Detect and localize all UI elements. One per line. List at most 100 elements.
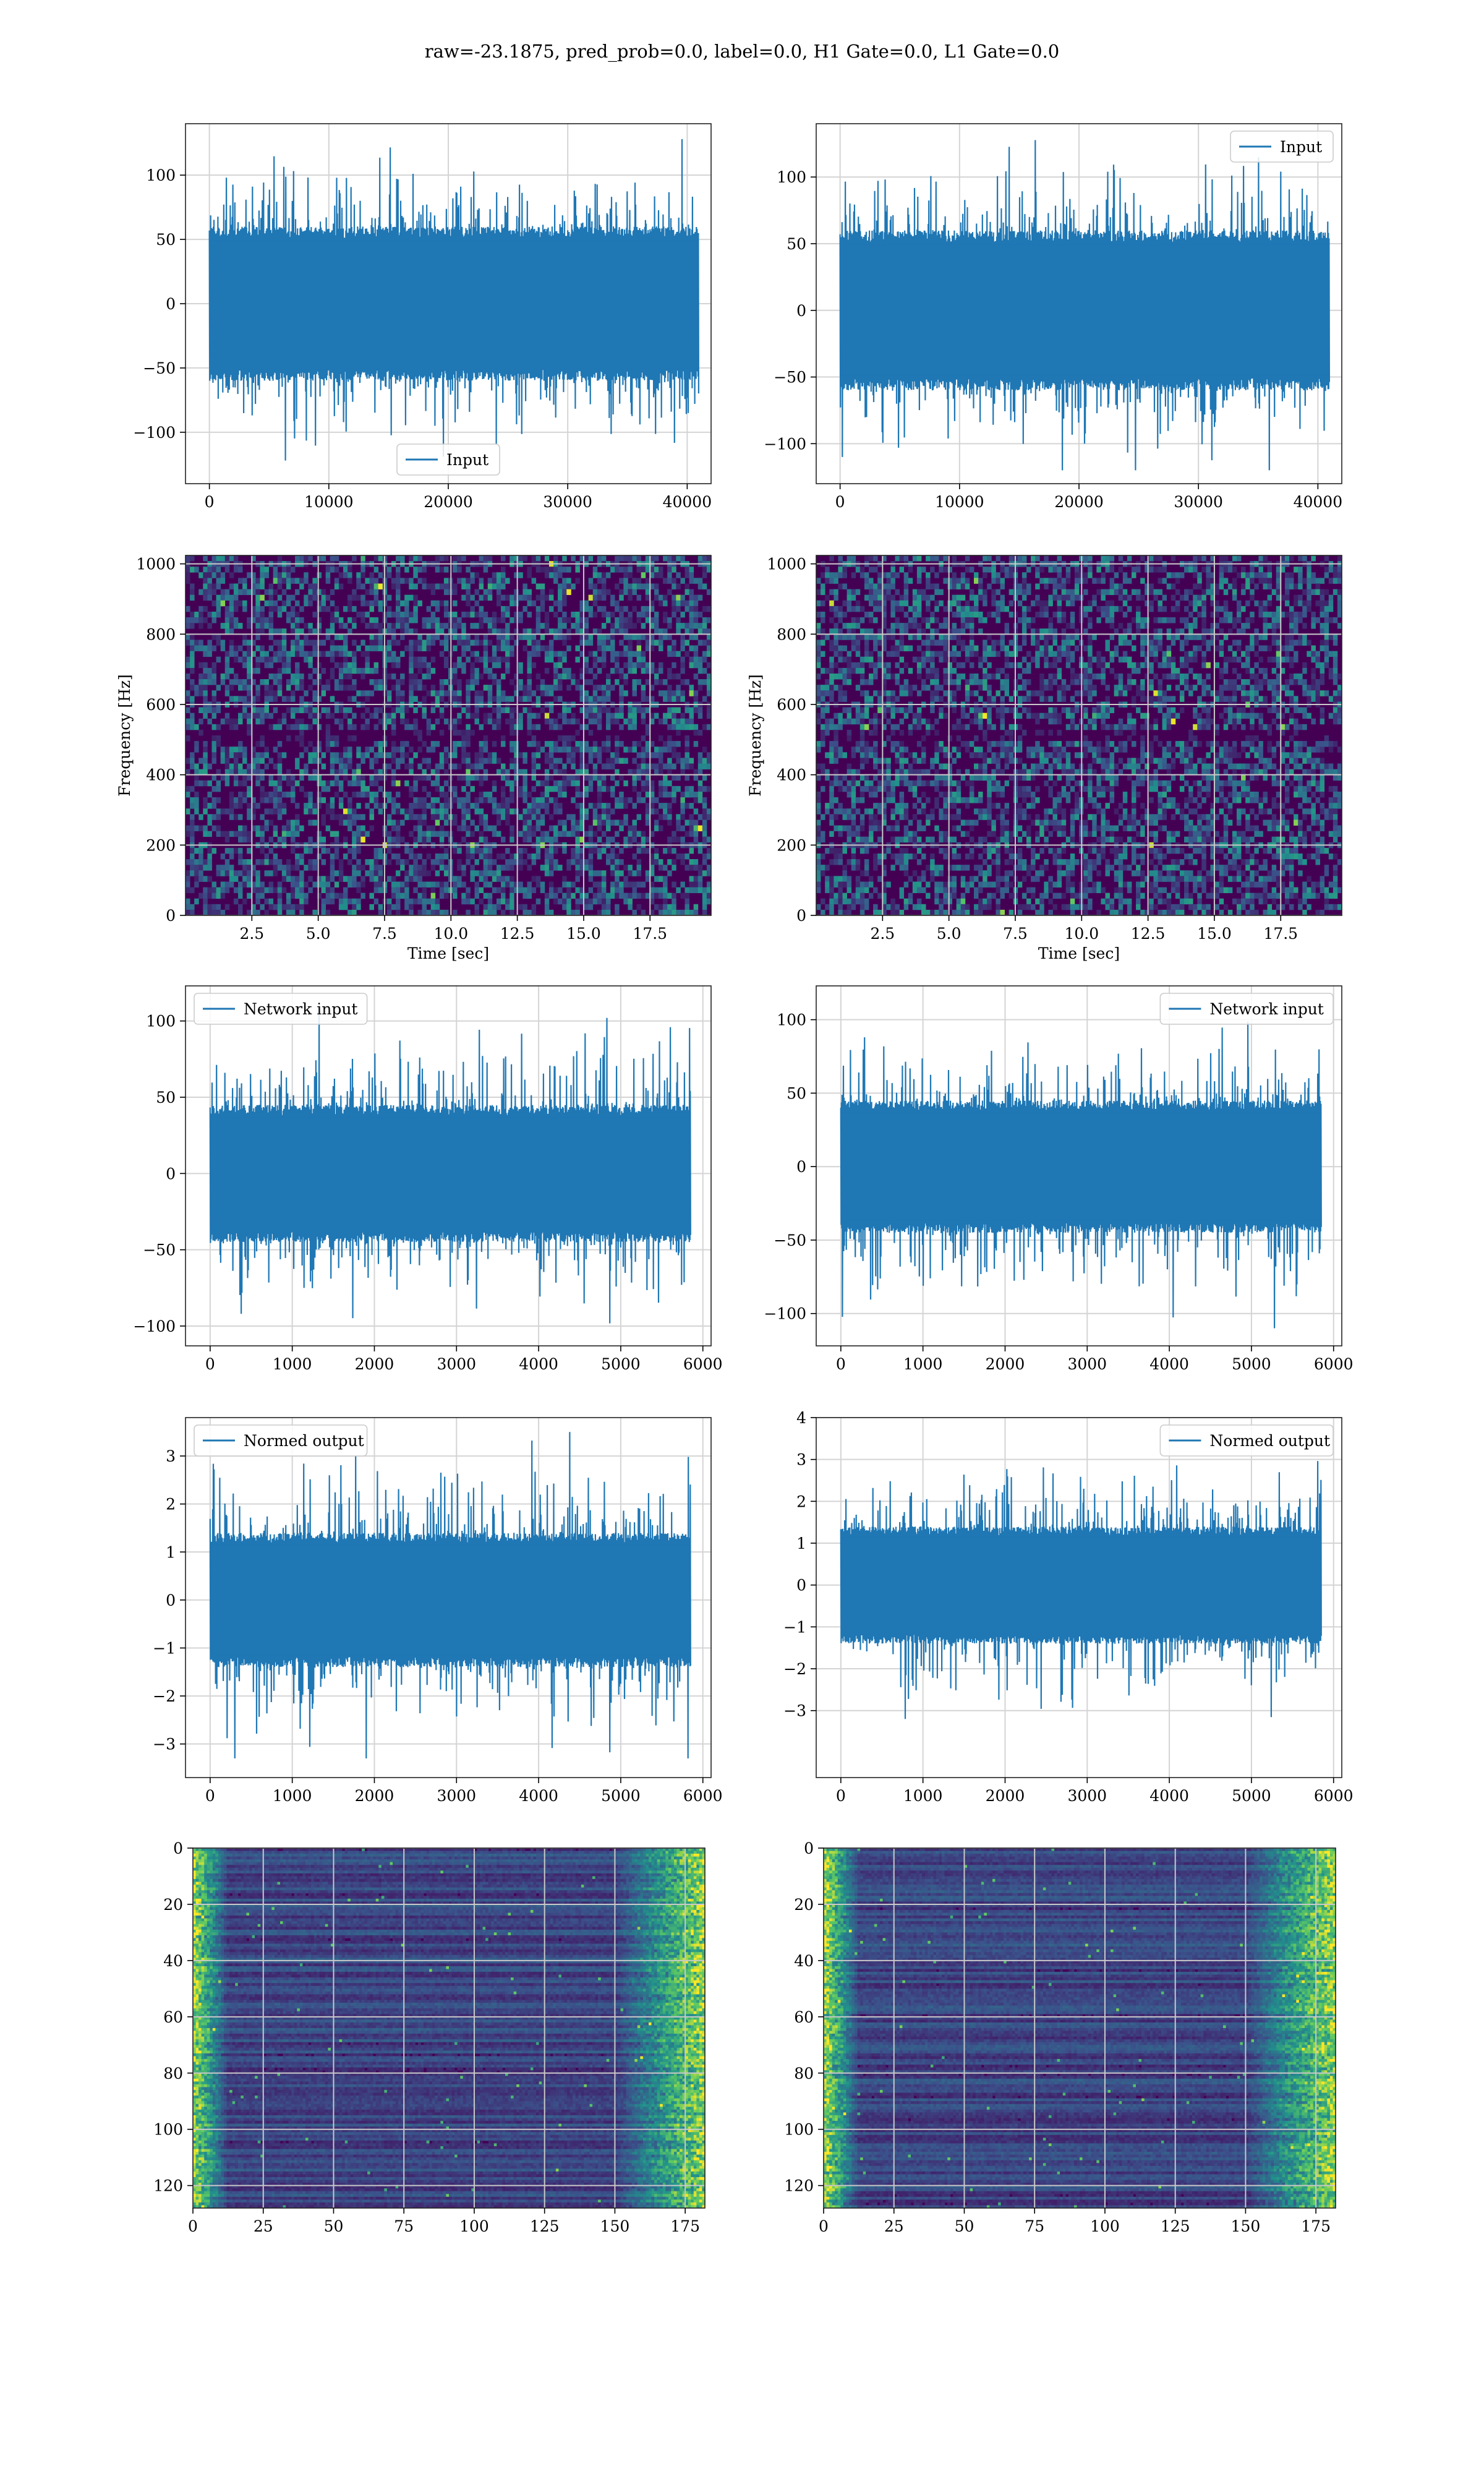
heatmap-cell xyxy=(269,713,273,719)
heatmap-cell xyxy=(527,651,532,657)
heatmap-cell xyxy=(536,781,540,786)
heatmap-cell xyxy=(571,781,575,786)
heatmap-cell xyxy=(295,763,299,769)
heatmap-cell xyxy=(295,589,299,595)
heatmap-cell xyxy=(501,735,505,741)
heatmap-cell xyxy=(203,555,207,561)
heatmap-cell xyxy=(278,674,282,679)
heatmap-cell xyxy=(689,719,694,724)
heatmap-cell xyxy=(518,668,522,674)
heatmap-cell xyxy=(593,803,597,808)
heatmap-cell xyxy=(295,831,299,837)
heatmap-cell xyxy=(619,567,623,572)
heatmap-cell xyxy=(348,668,352,674)
heatmap-cell xyxy=(273,797,278,803)
heatmap-cell xyxy=(689,662,694,668)
heatmap-cell xyxy=(522,595,527,601)
heatmap-cell xyxy=(286,792,291,797)
heatmap-cell xyxy=(216,583,221,589)
heatmap-cell xyxy=(286,679,291,685)
heatmap-cell xyxy=(694,578,698,583)
heatmap-cell xyxy=(475,763,479,769)
heatmap-cell xyxy=(461,612,466,617)
heatmap-cell xyxy=(633,679,637,685)
heatmap-cell xyxy=(615,662,619,668)
heatmap-cell xyxy=(466,567,470,572)
heatmap-cell xyxy=(461,735,466,741)
heatmap-cell xyxy=(365,752,369,758)
heatmap-cell xyxy=(628,567,632,572)
heatmap-cell xyxy=(606,820,610,825)
heatmap-cell xyxy=(615,797,619,803)
heatmap-cell xyxy=(295,651,299,657)
heatmap-cell xyxy=(299,741,304,747)
heatmap-cell xyxy=(466,690,470,696)
heatmap-cell xyxy=(676,623,680,628)
heatmap-cell xyxy=(190,657,194,662)
heatmap-cell xyxy=(545,617,549,623)
heatmap-cell xyxy=(339,724,343,730)
x-tick-label: 30000 xyxy=(1174,493,1223,511)
heatmap-cell xyxy=(597,792,602,797)
heatmap-cell xyxy=(221,674,225,679)
heatmap-cell xyxy=(606,741,610,747)
heatmap-cell xyxy=(672,595,676,601)
heatmap-cell xyxy=(685,567,689,572)
heatmap-cell xyxy=(553,674,558,679)
heatmap-cell xyxy=(378,572,383,578)
heatmap-cell xyxy=(221,808,225,814)
heatmap-cell xyxy=(461,814,466,820)
heatmap-cell xyxy=(457,730,461,735)
heatmap-cell xyxy=(242,657,247,662)
heatmap-cell xyxy=(242,747,247,752)
heatmap-cell xyxy=(229,808,234,814)
heatmap-cell xyxy=(532,758,536,763)
heatmap-cell xyxy=(400,601,404,606)
heatmap-cell xyxy=(348,803,352,808)
heatmap-cell xyxy=(295,814,299,820)
heatmap-cell xyxy=(238,814,242,820)
heatmap-cell xyxy=(330,651,335,657)
heatmap-cell xyxy=(606,786,610,792)
heatmap-cell xyxy=(545,803,549,808)
heatmap-cell xyxy=(619,668,623,674)
heatmap-cell xyxy=(488,628,492,634)
heatmap-cell xyxy=(646,668,650,674)
heatmap-cell xyxy=(435,769,440,775)
heatmap-cell xyxy=(689,758,694,763)
heatmap-cell xyxy=(282,792,286,797)
heatmap-cell xyxy=(566,747,571,752)
heatmap-cell xyxy=(540,623,545,628)
heatmap-cell xyxy=(343,685,348,690)
heatmap-cell xyxy=(255,803,260,808)
heatmap-cell xyxy=(352,820,356,825)
heatmap-cell xyxy=(260,786,264,792)
heatmap-cell xyxy=(291,679,295,685)
heatmap-cell xyxy=(242,640,247,645)
heatmap-cell xyxy=(484,640,488,645)
heatmap-cell xyxy=(667,589,672,595)
heatmap-cell xyxy=(457,634,461,640)
heatmap-cell xyxy=(229,572,234,578)
heatmap-cell xyxy=(413,719,417,724)
heatmap-cell xyxy=(558,601,562,606)
heatmap-cell xyxy=(466,646,470,651)
heatmap-cell xyxy=(667,769,672,775)
heatmap-cell xyxy=(396,708,400,713)
heatmap-cell xyxy=(312,758,317,763)
heatmap-cell xyxy=(269,724,273,730)
heatmap-cell xyxy=(343,752,348,758)
heatmap-cell xyxy=(190,797,194,803)
heatmap-cell xyxy=(536,617,540,623)
heatmap-cell xyxy=(203,769,207,775)
heatmap-cell xyxy=(562,623,566,628)
heatmap-cell xyxy=(260,628,264,634)
heatmap-cell xyxy=(308,820,312,825)
heatmap-cell xyxy=(663,741,667,747)
heatmap-cell xyxy=(322,685,326,690)
heatmap-cell xyxy=(571,713,575,719)
heatmap-cell xyxy=(234,831,238,837)
heatmap-cell xyxy=(317,758,322,763)
heatmap-cell xyxy=(484,589,488,595)
heatmap-cell xyxy=(698,797,702,803)
